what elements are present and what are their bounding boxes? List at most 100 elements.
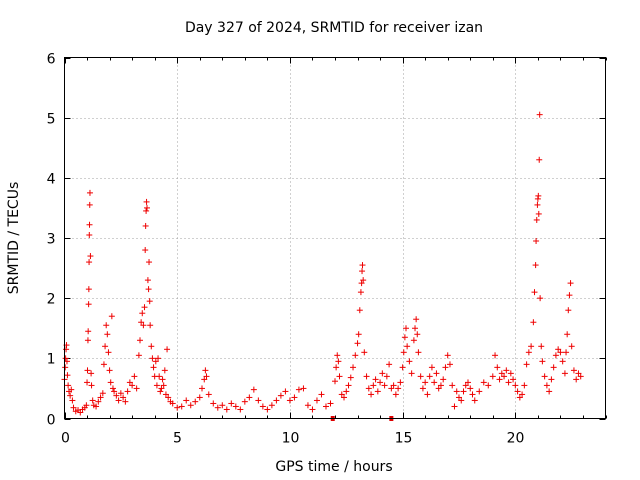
data-point xyxy=(146,259,153,266)
data-point xyxy=(246,394,253,401)
y-tick-label: 3 xyxy=(47,232,56,248)
data-point xyxy=(361,349,368,356)
data-point xyxy=(62,364,69,371)
data-point xyxy=(327,400,334,407)
data-point xyxy=(537,295,544,302)
data-point xyxy=(286,397,293,404)
data-point xyxy=(120,394,127,401)
data-point xyxy=(100,361,107,368)
data-point xyxy=(406,358,413,365)
data-point xyxy=(419,385,426,392)
data-point xyxy=(548,376,555,383)
data-point xyxy=(536,111,543,118)
data-point xyxy=(566,292,573,299)
data-point xyxy=(462,382,469,389)
data-point xyxy=(345,382,352,389)
data-point xyxy=(492,352,499,359)
data-point xyxy=(268,402,275,409)
data-point xyxy=(412,325,419,332)
data-point xyxy=(565,307,572,314)
x-axis-label: GPS time / hours xyxy=(275,459,392,475)
data-point xyxy=(399,364,406,371)
data-points xyxy=(61,111,584,421)
data-point xyxy=(392,391,399,398)
data-point xyxy=(277,392,284,399)
data-point xyxy=(422,379,429,386)
data-point xyxy=(532,262,539,269)
data-point xyxy=(295,386,302,393)
data-point xyxy=(88,370,95,377)
data-point xyxy=(453,388,460,395)
data-point xyxy=(435,385,442,392)
data-point xyxy=(124,388,131,395)
data-point xyxy=(374,388,381,395)
data-point xyxy=(510,376,517,383)
data-point xyxy=(169,400,176,407)
data-point xyxy=(485,382,492,389)
data-point xyxy=(68,386,75,393)
data-point xyxy=(201,376,208,383)
data-point xyxy=(559,358,566,365)
data-point xyxy=(144,277,151,284)
data-point xyxy=(135,352,142,359)
data-point xyxy=(415,349,422,356)
y-tick-label: 6 xyxy=(47,52,56,68)
x-tick-label: 20 xyxy=(507,431,525,447)
data-point xyxy=(155,355,162,362)
data-point xyxy=(352,352,359,359)
data-point xyxy=(388,385,395,392)
data-point xyxy=(370,382,377,389)
data-point xyxy=(133,385,140,392)
data-point xyxy=(113,392,120,399)
data-point xyxy=(183,397,190,404)
data-point xyxy=(444,352,451,359)
data-point xyxy=(232,403,239,410)
data-point xyxy=(62,355,69,362)
data-point xyxy=(550,364,557,371)
data-point xyxy=(460,388,467,395)
data-point xyxy=(153,382,160,389)
data-point xyxy=(95,398,102,405)
data-point xyxy=(533,216,540,223)
data-point xyxy=(322,403,329,410)
data-point xyxy=(83,402,90,409)
data-point xyxy=(350,364,357,371)
data-point xyxy=(107,379,114,386)
data-point xyxy=(428,364,435,371)
data-point xyxy=(259,403,266,410)
data-point xyxy=(131,373,138,380)
data-point xyxy=(521,382,528,389)
data-point xyxy=(196,394,203,401)
data-point xyxy=(494,364,501,371)
data-point xyxy=(417,373,424,380)
data-point xyxy=(99,390,106,397)
data-point xyxy=(138,319,145,326)
data-point xyxy=(84,337,91,344)
data-point xyxy=(158,385,165,392)
data-point xyxy=(313,397,320,404)
data-point xyxy=(77,409,84,416)
x-tick-label: 10 xyxy=(282,431,300,447)
data-point xyxy=(335,358,342,365)
data-point xyxy=(192,398,199,405)
chart-title: Day 327 of 2024, SRMTID for receiver iza… xyxy=(185,20,483,36)
data-point xyxy=(512,382,519,389)
data-point xyxy=(341,394,348,401)
data-point xyxy=(143,198,150,205)
data-point xyxy=(309,406,316,413)
data-point xyxy=(397,379,404,386)
data-point xyxy=(87,253,94,260)
data-point xyxy=(84,367,91,374)
data-point xyxy=(414,331,421,338)
data-point xyxy=(203,373,210,380)
data-point xyxy=(84,379,91,386)
data-point xyxy=(501,373,508,380)
data-point xyxy=(102,343,109,350)
data-point xyxy=(255,397,262,404)
data-point xyxy=(563,349,570,356)
data-point xyxy=(507,370,514,377)
data-point xyxy=(149,355,156,362)
data-point xyxy=(523,361,530,368)
data-point xyxy=(357,289,364,296)
data-point xyxy=(108,313,115,320)
